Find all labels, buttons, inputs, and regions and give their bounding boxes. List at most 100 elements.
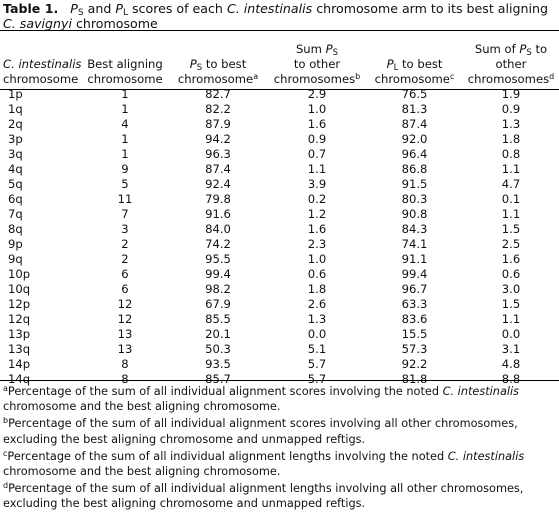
table-caption: Table 1. PS and PL scores of each C. int… <box>3 1 556 31</box>
cell-best-chromosome: 6 <box>121 282 129 296</box>
cell-sum-ps-other-2: 8.8 <box>501 372 521 386</box>
cell-sum-ps-other: 1.0 <box>307 102 327 116</box>
table-row: 1q 1 82.2 1.0 81.3 0.9 <box>0 102 559 117</box>
footnote-species: C. intestinalis <box>447 449 525 463</box>
cell-sum-ps-other: 2.3 <box>307 237 327 251</box>
table-row: 3q 1 96.3 0.7 96.4 0.8 <box>0 147 559 162</box>
cell-arm: 2q <box>8 117 23 131</box>
cell-ps-best: 99.4 <box>205 267 231 281</box>
top-rule <box>0 30 559 31</box>
caption-label: Table 1. <box>3 1 59 16</box>
cell-arm: 3q <box>8 147 23 161</box>
col-header-best-aligning: Best aligning chromosome <box>87 57 163 86</box>
footnote-c: cPercentage of the sum of all individual… <box>3 449 557 479</box>
cell-sum-ps-other: 0.9 <box>307 132 327 146</box>
table-row: 3p 1 94.2 0.9 92.0 1.8 <box>0 132 559 147</box>
cell-best-chromosome: 8 <box>121 372 129 386</box>
cell-pl-best: 92.2 <box>401 357 428 371</box>
cell-sum-ps-other-2: 1.5 <box>501 297 521 311</box>
cell-pl-best: 74.1 <box>401 237 428 251</box>
cell-arm: 8q <box>8 222 23 236</box>
cell-arm: 14p <box>8 357 31 371</box>
cell-best-chromosome: 7 <box>121 207 129 221</box>
cell-best-chromosome: 13 <box>117 327 133 341</box>
cell-pl-best: 87.4 <box>401 117 428 131</box>
cell-pl-best: 81.8 <box>401 372 428 386</box>
caption-text-before: scores of each <box>132 1 223 16</box>
data-table: C. intestinalis chromosome Best aligning c… <box>0 34 559 387</box>
footnotes: aPercentage of the sum of all individual… <box>3 384 557 514</box>
cell-sum-ps-other: 0.6 <box>307 267 327 281</box>
cell-sum-ps-other: 5.7 <box>307 372 327 386</box>
cell-arm: 3p <box>8 132 23 146</box>
cell-arm: 10q <box>8 282 31 296</box>
cell-sum-ps-other-2: 4.7 <box>501 177 521 191</box>
cell-sum-ps-other: 0.7 <box>307 147 327 161</box>
footnote-species: C. intestinalis <box>442 385 520 398</box>
cell-sum-ps-other-2: 2.5 <box>501 237 521 251</box>
cell-ps-best: 84.0 <box>205 222 231 236</box>
table-body: 1p 1 82.7 2.9 76.5 1.9 1q 1 82.2 1.0 81.3 0.9 2q 4 87.… <box>0 87 559 387</box>
table-row: 2q 4 87.9 1.6 87.4 1.3 <box>0 117 559 132</box>
cell-best-chromosome: 9 <box>121 162 129 176</box>
cell-ps-best: 91.6 <box>205 207 231 221</box>
cell-sum-ps-other: 0.2 <box>307 192 327 206</box>
cell-ps-best: 85.5 <box>205 312 231 326</box>
cell-ps-best: 85.7 <box>205 372 231 386</box>
cell-ps-best: 96.3 <box>205 147 231 161</box>
cell-arm: 5q <box>8 177 23 191</box>
cell-best-chromosome: 4 <box>121 117 129 131</box>
cell-arm: 10p <box>8 267 31 281</box>
cell-best-chromosome: 12 <box>117 297 133 311</box>
cell-sum-ps-other-2: 0.9 <box>501 102 521 116</box>
cell-ps-best: 87.9 <box>205 117 231 131</box>
cell-arm: 9q <box>8 252 23 266</box>
cell-sum-ps-other-2: 1.1 <box>501 207 521 221</box>
cell-pl-best: 84.3 <box>401 222 428 236</box>
cell-pl-best: 91.5 <box>401 177 428 191</box>
cell-sum-ps-other: 1.0 <box>307 252 327 266</box>
caption-pl-sub: L <box>122 8 128 18</box>
caption-text-middle: chromosome arm to its best aligning <box>316 1 548 16</box>
table-row: 12p 12 67.9 2.6 63.3 1.5 <box>0 297 559 312</box>
caption-ps-sub: S <box>77 8 84 18</box>
table-row: 9q 2 95.5 1.0 91.1 1.6 <box>0 252 559 267</box>
caption-species-1: C. intestinalis <box>226 1 313 16</box>
cell-best-chromosome: 2 <box>121 237 129 251</box>
caption-pl-symbol: P <box>115 1 123 16</box>
cell-sum-ps-other-2: 1.1 <box>501 162 521 176</box>
cell-pl-best: 96.7 <box>401 282 428 296</box>
cell-ps-best: 82.7 <box>205 87 231 101</box>
cell-sum-ps-other: 1.6 <box>307 222 327 236</box>
cell-arm: 1q <box>8 102 23 116</box>
cell-ps-best: 74.2 <box>205 237 231 251</box>
cell-arm: 6q <box>8 192 23 206</box>
caption-species-2: C. savignyi <box>3 16 72 31</box>
caption-text-after: chromosome <box>75 16 158 31</box>
cell-pl-best: 57.3 <box>401 342 428 356</box>
cell-sum-ps-other: 5.7 <box>307 357 327 371</box>
footnote-text: Percentage of the sum of all individual … <box>7 385 440 398</box>
cell-pl-best: 86.8 <box>401 162 428 176</box>
cell-sum-ps-other-2: 1.1 <box>501 312 521 326</box>
table-row: 5q 5 92.4 3.9 91.5 4.7 <box>0 177 559 192</box>
table-row: 8q 3 84.0 1.6 84.3 1.5 <box>0 222 559 237</box>
cell-pl-best: 99.4 <box>401 267 428 281</box>
table-row: 10p 6 99.4 0.6 99.4 0.6 <box>0 267 559 282</box>
cell-sum-ps-other-2: 1.5 <box>501 222 521 236</box>
cell-sum-ps-other-2: 0.0 <box>501 327 521 341</box>
cell-ps-best: 95.5 <box>205 252 231 266</box>
cell-sum-ps-other-2: 0.1 <box>501 192 521 206</box>
cell-sum-ps-other-2: 1.9 <box>501 87 521 101</box>
cell-sum-ps-other-2: 3.1 <box>501 342 521 356</box>
footnote-b: bPercentage of the sum of all individual… <box>3 416 557 446</box>
cell-sum-ps-other-2: 0.6 <box>501 267 521 281</box>
cell-sum-ps-other: 1.6 <box>307 117 327 131</box>
cell-arm: 13p <box>8 327 31 341</box>
cell-arm: 7q <box>8 207 23 221</box>
header-row: C. intestinalis chromosome Best aligning c… <box>0 34 559 87</box>
footnote-mark: b <box>3 416 9 426</box>
col-header-sum-ps-other-2: Sum of PS to other chromosomesd <box>467 42 555 86</box>
cell-ps-best: 87.4 <box>205 162 231 176</box>
